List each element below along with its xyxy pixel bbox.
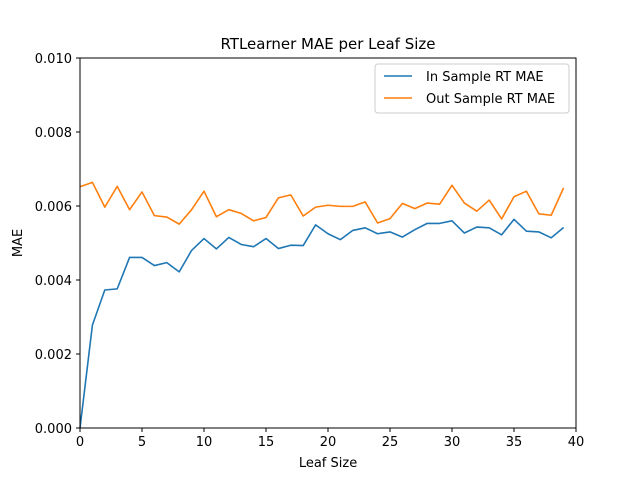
y-tick-label: 0.002 [35,348,72,363]
x-tick-label: 30 [444,435,461,450]
x-axis-ticks: 0 5 10 15 20 25 30 35 40 [76,428,584,450]
series-line-0 [79,218,565,429]
x-tick-label: 20 [320,435,337,450]
x-tick-label: 10 [196,435,213,450]
y-tick-label: 0.010 [35,52,72,67]
legend: In Sample RT MAE Out Sample RT MAE [374,63,570,114]
x-tick-label: 15 [258,435,275,450]
series-line-1 [79,181,565,225]
legend-label-in-sample: In Sample RT MAE [426,70,544,85]
x-tick-label: 5 [138,435,146,450]
x-tick-label: 25 [382,435,399,450]
x-axis-label: Leaf Size [299,456,357,471]
y-tick-label: 0.006 [35,200,72,215]
y-tick-label: 0.008 [35,126,72,141]
legend-box [374,63,570,114]
x-tick-label: 0 [76,435,84,450]
y-tick-label: 0.004 [35,274,72,289]
legend-label-out-sample: Out Sample RT MAE [426,92,555,107]
x-tick-label: 35 [506,435,523,450]
chart-title: RTLearner MAE per Leaf Size [220,35,435,53]
x-tick-label: 40 [568,435,585,450]
y-axis-label: MAE [11,229,26,257]
series-layer [79,181,565,429]
y-tick-label: 0.000 [35,422,72,437]
y-axis-ticks: 0.000 0.002 0.004 0.006 0.008 0.010 [35,52,80,437]
